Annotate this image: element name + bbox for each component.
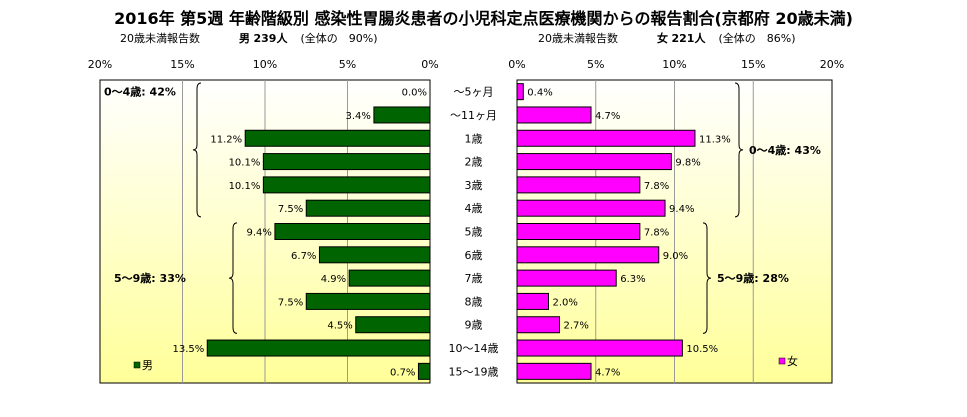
male-x-tick-label: 10% bbox=[253, 58, 277, 71]
female-age-group-label: 0～4歳: 43% bbox=[749, 143, 821, 157]
female-value-label: 9.8% bbox=[675, 158, 700, 169]
male-age-group-brace bbox=[192, 82, 202, 218]
female-value-label: 7.8% bbox=[644, 228, 669, 239]
age-category-label: 9歳 bbox=[465, 319, 483, 332]
female-age-group-brace bbox=[734, 82, 744, 218]
male-bar bbox=[318, 246, 431, 264]
female-x-tick-label: 20% bbox=[820, 58, 844, 71]
female-value-label: 11.3% bbox=[699, 134, 731, 145]
female-value-label: 9.4% bbox=[669, 204, 694, 215]
female-legend-label: 女 bbox=[787, 354, 798, 368]
female-x-tick-label: 15% bbox=[741, 58, 765, 71]
male-value-label: 10.1% bbox=[229, 158, 261, 169]
male-bar bbox=[206, 339, 431, 357]
female-bar bbox=[516, 153, 672, 171]
male-x-tick-label: 0% bbox=[421, 58, 438, 71]
female-value-label: 7.8% bbox=[644, 181, 669, 192]
male-bar bbox=[274, 223, 431, 240]
female-value-label: 2.7% bbox=[564, 321, 589, 332]
female-bar bbox=[516, 199, 666, 217]
male-bar bbox=[244, 129, 431, 147]
female-bar bbox=[516, 362, 592, 380]
age-category-label: 7歳 bbox=[465, 272, 483, 285]
male-header-label: 20歳未満報告数 bbox=[120, 32, 200, 45]
male-age-group-label: 0～4歳: 42% bbox=[104, 85, 176, 99]
male-bar bbox=[417, 362, 431, 380]
male-bar bbox=[355, 316, 431, 334]
female-x-tick-label: 5% bbox=[587, 58, 604, 71]
age-category-label: 1歳 bbox=[465, 132, 483, 145]
male-value-label: 7.5% bbox=[278, 204, 303, 215]
female-value-label: 10.5% bbox=[686, 344, 718, 355]
female-age-group-brace bbox=[702, 222, 712, 334]
age-category-label: 2歳 bbox=[465, 156, 483, 169]
age-category-label: 3歳 bbox=[465, 179, 483, 192]
female-value-label: 9.0% bbox=[663, 251, 688, 262]
female-header-sex: 女 bbox=[657, 32, 668, 45]
male-header-share: (全体の 90%) bbox=[300, 32, 378, 45]
age-category-label: 4歳 bbox=[465, 202, 483, 215]
female-header: 20歳未満報告数 女 221人 (全体の 86%) bbox=[538, 30, 796, 46]
female-bar bbox=[516, 246, 660, 264]
female-bar bbox=[516, 83, 524, 101]
male-age-group-brace bbox=[228, 222, 238, 334]
female-x-tick-label: 0% bbox=[508, 58, 525, 71]
female-value-label: 0.4% bbox=[527, 88, 552, 99]
female-bar bbox=[516, 106, 592, 124]
female-bar bbox=[516, 223, 641, 240]
male-x-tick-label: 5% bbox=[339, 58, 356, 71]
male-bar bbox=[262, 176, 431, 194]
male-legend-label: 男 bbox=[142, 359, 153, 372]
male-value-label: 7.5% bbox=[278, 297, 303, 308]
female-bar bbox=[516, 316, 561, 334]
male-x-tick-label: 15% bbox=[170, 58, 194, 71]
male-bar bbox=[373, 106, 431, 124]
male-value-label: 0.0% bbox=[402, 88, 427, 99]
age-category-label: 10～14歳 bbox=[449, 342, 499, 355]
female-bar bbox=[516, 339, 683, 357]
female-legend-swatch bbox=[778, 357, 786, 365]
female-value-label: 2.0% bbox=[553, 297, 578, 308]
female-header-label: 20歳未満報告数 bbox=[538, 32, 618, 45]
age-category-label: 15～19歳 bbox=[449, 365, 499, 378]
male-value-label: 4.9% bbox=[321, 274, 346, 285]
male-x-tick-label: 20% bbox=[88, 58, 112, 71]
male-value-label: 13.5% bbox=[172, 344, 204, 355]
female-header-share: (全体の 86%) bbox=[718, 32, 796, 45]
age-category-label: ～5ヶ月 bbox=[454, 86, 494, 99]
male-bar bbox=[262, 153, 431, 171]
male-header-count: 239人 bbox=[253, 32, 288, 45]
female-bar bbox=[516, 176, 641, 194]
male-value-label: 4.5% bbox=[327, 321, 352, 332]
female-bar bbox=[516, 292, 549, 310]
male-value-label: 10.1% bbox=[229, 181, 261, 192]
age-category-label: 6歳 bbox=[465, 249, 483, 262]
female-value-label: 6.3% bbox=[620, 274, 645, 285]
female-header-count: 221人 bbox=[671, 32, 706, 45]
female-value-label: 4.7% bbox=[595, 111, 620, 122]
male-header-sex: 男 bbox=[239, 32, 250, 45]
age-category-label: 8歳 bbox=[465, 295, 483, 308]
age-category-label: ～11ヶ月 bbox=[450, 109, 497, 122]
male-value-label: 3.4% bbox=[345, 111, 370, 122]
female-value-label: 4.7% bbox=[595, 367, 620, 378]
female-bar bbox=[516, 269, 617, 287]
chart-title: 2016年 第5週 年齢階級別 感染性胃腸炎患者の小児科定点医療機関からの報告割… bbox=[114, 9, 853, 28]
male-bar bbox=[305, 292, 431, 310]
male-header: 20歳未満報告数 男 239人 (全体の 90%) bbox=[120, 30, 378, 46]
male-value-label: 11.2% bbox=[210, 134, 242, 145]
female-bar bbox=[516, 129, 696, 147]
male-value-label: 0.7% bbox=[390, 367, 415, 378]
male-age-group-label: 5～9歳: 33% bbox=[114, 271, 186, 285]
female-x-tick-label: 10% bbox=[662, 58, 686, 71]
male-legend-swatch bbox=[133, 361, 141, 369]
male-bar bbox=[305, 199, 431, 217]
male-value-label: 9.4% bbox=[246, 228, 271, 239]
female-age-group-label: 5～9歳: 28% bbox=[717, 271, 789, 285]
male-bar bbox=[348, 269, 431, 287]
age-category-label: 5歳 bbox=[465, 226, 483, 239]
male-value-label: 6.7% bbox=[291, 251, 316, 262]
